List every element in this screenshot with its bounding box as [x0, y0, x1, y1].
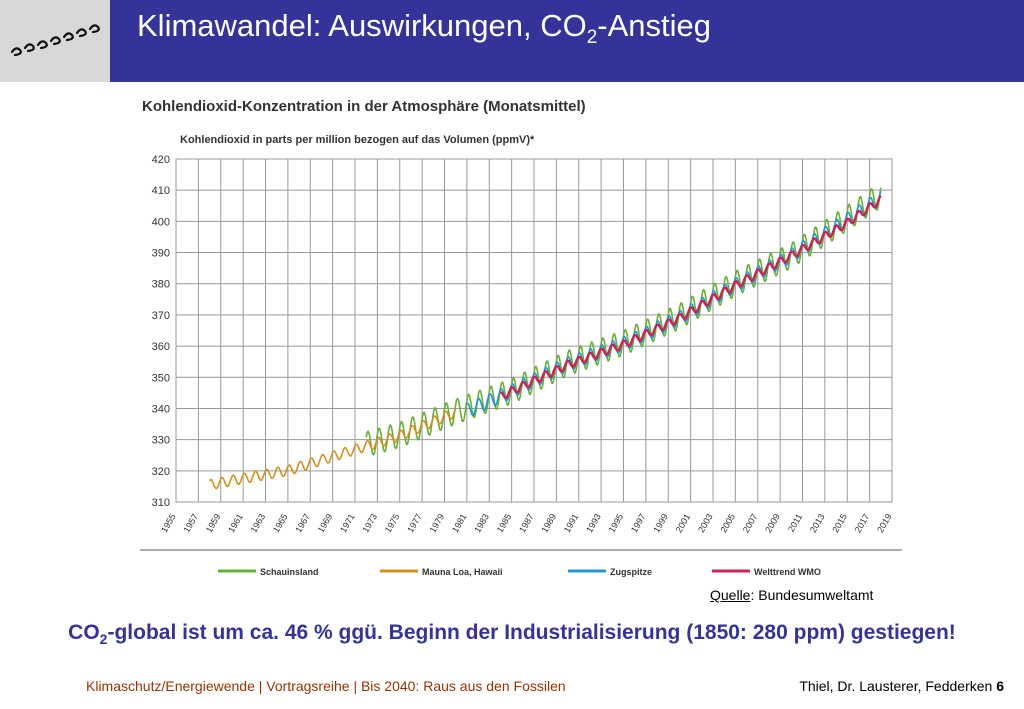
- x-tick-label: 1957: [181, 512, 200, 534]
- x-tick-label: 1967: [293, 512, 312, 534]
- x-tick-label: 1991: [562, 512, 581, 534]
- y-tick-label: 320: [152, 466, 170, 478]
- y-tick-label: 410: [152, 185, 170, 197]
- x-axis: 1955 1957 1959 1961 1963 1965 1967 1969 1971 1973…: [159, 512, 894, 534]
- source-link[interactable]: Quelle: [710, 587, 751, 603]
- x-tick-label: 1993: [584, 512, 603, 534]
- x-tick-label: 2007: [741, 512, 760, 534]
- page-number: 6: [996, 678, 1004, 694]
- x-tick-label: 1981: [450, 512, 469, 534]
- x-tick-label: 1987: [517, 512, 536, 534]
- y-tick-label: 340: [152, 403, 170, 415]
- y-tick-label: 370: [152, 310, 170, 322]
- x-tick-label: 1995: [607, 512, 626, 534]
- legend-label: Mauna Loa, Hawaii: [422, 567, 503, 577]
- x-tick-label: 2015: [830, 512, 849, 534]
- chart-grid: [175, 158, 893, 503]
- y-axis: 310 320 330 340 350 360 370 380 390 400 410 420: [152, 154, 170, 509]
- x-tick-label: 2011: [786, 512, 804, 534]
- x-tick-label: 1983: [472, 512, 491, 534]
- co2-chart: Kohlendioxid-Konzentration in der Atmosp…: [140, 98, 902, 577]
- x-tick-label: 2019: [875, 512, 894, 534]
- series-line: [500, 194, 882, 400]
- x-tick-label: 1977: [405, 512, 424, 534]
- x-tick-label: 1965: [271, 512, 290, 534]
- x-tick-label: 1997: [629, 512, 648, 534]
- y-tick-label: 380: [152, 279, 170, 291]
- key-statement: CO2-global ist um ca. 46 % ggü. Beginn d…: [68, 621, 956, 647]
- chart-ylabel: Kohlendioxid in parts per million bezoge…: [180, 134, 535, 146]
- legend-label: Welttrend WMO: [754, 567, 821, 577]
- x-tick-label: 1963: [249, 512, 268, 534]
- source-note: Quelle: Bundesumweltamt: [710, 587, 874, 603]
- y-tick-label: 390: [152, 248, 170, 260]
- x-tick-label: 2017: [853, 512, 872, 534]
- y-tick-label: 360: [152, 341, 170, 353]
- y-tick-label: 330: [152, 435, 170, 447]
- y-tick-label: 310: [152, 497, 170, 509]
- x-tick-label: 1961: [226, 512, 245, 534]
- footer-series-title: Klimaschutz/Energiewende | Vortragsreihe…: [86, 678, 566, 694]
- y-tick-label: 400: [152, 216, 170, 228]
- logo-area: [0, 0, 110, 82]
- x-tick-label: 1973: [360, 512, 379, 534]
- x-tick-label: 2013: [808, 512, 827, 534]
- x-tick-label: 1959: [204, 512, 223, 534]
- chart-title: Kohlendioxid-Konzentration in der Atmosp…: [142, 98, 586, 115]
- header-bar: [110, 0, 1024, 82]
- x-tick-label: 1969: [316, 512, 335, 534]
- series-line: [208, 407, 457, 490]
- legend-label: Schauinsland: [260, 567, 319, 577]
- logo-icon: [10, 24, 100, 57]
- x-tick-label: 2005: [718, 512, 737, 534]
- x-tick-label: 1975: [383, 512, 402, 534]
- footer-authors: Thiel, Dr. Lausterer, Fedderken 6: [799, 678, 1004, 694]
- x-tick-label: 2001: [674, 512, 693, 534]
- x-tick-label: 1985: [495, 512, 514, 534]
- legend-label: Zugspitze: [610, 567, 652, 577]
- series-line: [466, 191, 882, 417]
- y-tick-label: 420: [152, 154, 170, 166]
- x-tick-label: 1979: [428, 512, 447, 534]
- x-tick-label: 2003: [696, 512, 715, 534]
- page-title: Klimawandel: Auswirkungen, CO2-Anstieg: [137, 8, 712, 48]
- chart-legend: Schauinsland Mauna Loa, Hawaii Zugspitze We…: [218, 567, 821, 577]
- y-tick-label: 350: [152, 372, 170, 384]
- x-tick-label: 1989: [539, 512, 558, 534]
- x-tick-label: 1971: [338, 512, 357, 534]
- series-line: [365, 187, 882, 456]
- x-tick-label: 1955: [159, 512, 178, 534]
- x-tick-label: 2009: [763, 512, 782, 534]
- chart-series: [208, 187, 882, 490]
- x-tick-label: 1999: [651, 512, 670, 534]
